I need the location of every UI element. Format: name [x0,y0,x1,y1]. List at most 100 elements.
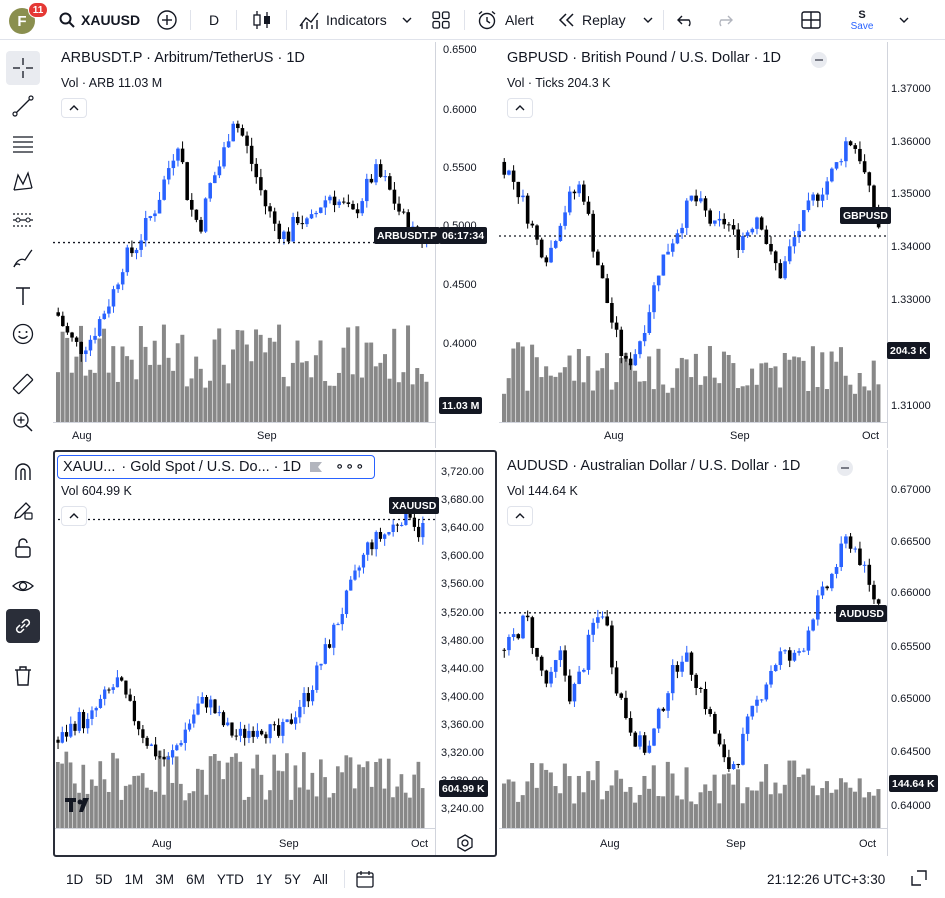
volume-bar [525,390,530,422]
price-scale[interactable] [887,450,945,856]
candle-body [268,206,272,212]
forecast-tool[interactable] [6,203,40,237]
undo-button[interactable] [676,0,696,40]
time-scale[interactable] [499,828,887,856]
notification-badge[interactable]: 11 [28,2,48,18]
volume-bar [530,763,535,828]
trend-line-tool[interactable] [6,89,40,123]
save-button[interactable]: S Save [842,0,882,40]
candlestick-chart[interactable] [499,450,887,828]
collapse-legend-button[interactable] [507,506,533,526]
candle-body [349,579,353,591]
collapse-legend-button[interactable] [61,98,87,118]
collapse-legend-button[interactable] [61,506,87,526]
measure-tool[interactable] [6,367,40,401]
hide-drawings-tool[interactable] [6,569,40,603]
brush-tool[interactable] [6,241,40,275]
chart-panel-arbusdt[interactable]: ARBUSDT.P · Arbitrum/TetherUS · 1D Vol ·… [53,42,497,448]
time-scale[interactable] [499,422,887,448]
volume-legend[interactable]: Vol 604.99 K [61,484,132,498]
replay-button[interactable]: Replay [557,0,654,40]
more-options-icon[interactable]: ∘∘∘ [335,459,366,475]
volume-bar [520,346,525,422]
clock-timezone[interactable]: 21:12:26 UTC+3:30 [767,871,886,887]
collapse-legend-button[interactable] [507,98,533,118]
range-button-ytd[interactable]: YTD [216,871,244,887]
candlestick-chart[interactable] [53,42,435,422]
minus-icon [841,467,849,469]
redo-button[interactable] [714,0,734,40]
candle-body [553,240,558,248]
indicators-button[interactable]: Indicators [298,0,413,40]
volume-legend[interactable]: Vol · ARB 11.03 M [61,76,163,90]
select-layout-button[interactable] [800,0,822,40]
price-scale[interactable] [435,42,497,448]
range-button-1y[interactable]: 1Y [255,871,273,887]
volume-bar [212,339,217,422]
go-to-date-button[interactable] [355,869,375,889]
chart-settings-button[interactable] [455,833,475,856]
range-button-all[interactable]: All [312,871,328,887]
chart-legend-title-active[interactable]: XAUU... · Gold Spot / U.S. Do... · 1D ∘∘… [57,455,375,479]
magnet-tool[interactable] [6,455,40,489]
tradingview-logo[interactable] [65,796,95,817]
time-tick-label: Aug [72,430,92,442]
fullscreen-button[interactable] [910,869,928,890]
range-button-1m[interactable]: 1M [124,871,144,887]
layout-button[interactable] [430,0,452,40]
volume-legend[interactable]: Vol · Ticks 204.3 K [507,76,611,90]
emoji-tool[interactable] [6,317,40,351]
stay-drawing-tool[interactable] [6,493,40,527]
volume-bar [562,367,567,422]
volume-bar [106,791,111,828]
sync-drawings-tool[interactable] [6,609,40,643]
candlestick-chart[interactable] [499,42,887,422]
legend-options-button[interactable] [837,460,853,476]
range-button-1d[interactable]: 1D [66,871,84,887]
lock-drawings-tool[interactable] [6,531,40,565]
crosshair-tool[interactable] [6,51,40,85]
compare-symbol-button[interactable] [156,0,178,40]
candle-body [600,265,605,279]
candle-body [346,202,351,204]
range-button-5y[interactable]: 5Y [284,871,301,887]
legend-options-button[interactable] [811,52,827,68]
remove-drawings-tool[interactable] [6,659,40,693]
chart-panel-audusd[interactable]: AUDUSD · Australian Dollar / U.S. Dollar… [499,450,945,856]
text-tool[interactable] [6,279,40,313]
save-dropdown-button[interactable] [898,0,910,40]
chart-panel-xauusd[interactable]: XAUU... · Gold Spot / U.S. Do... · 1D ∘∘… [53,450,497,856]
chart-panel-gbpusd[interactable]: GBPUSD · British Pound / U.S. Dollar · 1… [499,42,945,448]
candle-body [764,684,769,700]
price-scale[interactable] [887,42,945,448]
candle-body [656,275,661,286]
volume-bar [544,769,549,828]
interval-button[interactable]: D [209,12,220,28]
range-button-5d[interactable]: 5D [95,871,113,887]
pattern-tool[interactable] [6,165,40,199]
volume-bar [212,753,217,828]
candle-body [722,218,727,225]
range-button-6m[interactable]: 6M [186,871,205,887]
chart-legend-title[interactable]: AUDUSD · Australian Dollar / U.S. Dollar… [507,458,801,474]
alert-button[interactable]: Alert [476,0,534,40]
volume-bar [74,356,79,422]
candlestick-chart[interactable] [53,450,435,828]
symbol-search[interactable]: XAUUSD [58,0,140,40]
chart-type-button[interactable] [252,0,272,40]
time-scale[interactable] [53,422,435,448]
chart-legend-title[interactable]: GBPUSD · British Pound / U.S. Dollar · 1… [507,50,781,66]
volume-bar [876,384,881,422]
candle-body [281,722,285,736]
price-scale[interactable] [435,450,497,856]
range-button-3m[interactable]: 3M [155,871,175,887]
volume-bar [293,765,298,828]
volume-legend[interactable]: Vol 144.64 K [507,484,578,498]
volume-bar [511,348,516,422]
fib-tool[interactable] [6,127,40,161]
chart-legend-title[interactable]: ARBUSDT.P · Arbitrum/TetherUS · 1D [61,50,305,66]
flag-icon[interactable] [309,461,323,473]
symbol-name: XAUUSD [81,12,141,28]
zoom-in-tool[interactable] [6,405,40,439]
time-scale[interactable] [53,828,435,856]
